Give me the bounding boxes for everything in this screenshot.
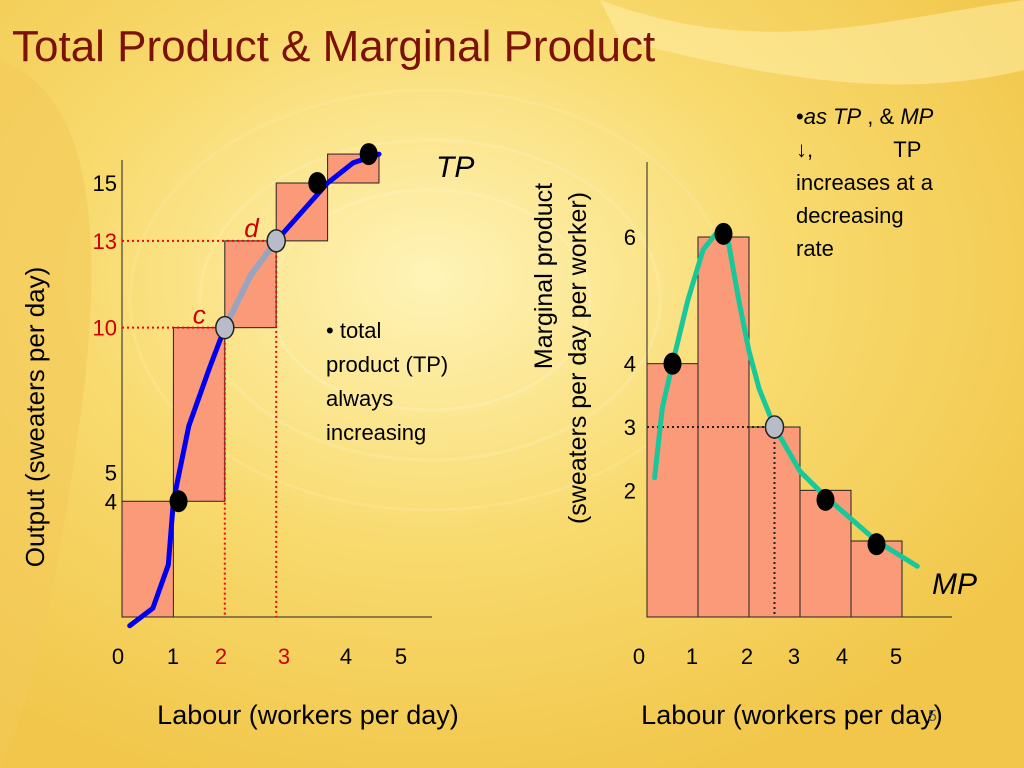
tp-note-bullet: • bbox=[326, 318, 334, 343]
tp-bar-1 bbox=[121, 500, 174, 618]
mp-point-3 bbox=[816, 488, 835, 511]
mp-y-label-line-1: Marginal product bbox=[530, 183, 558, 369]
mp-bar-1 bbox=[646, 363, 699, 618]
mp-note-mp: MP bbox=[900, 104, 934, 129]
mp-y-tick-2: 2 bbox=[624, 478, 636, 503]
mp-y-tick-6: 6 bbox=[624, 225, 636, 250]
tp-series-label: TP bbox=[436, 151, 474, 184]
mp-note-line-2: decreasing bbox=[796, 203, 904, 228]
mp-note: •as TP , & MP ↓, TP increases at a decre… bbox=[796, 100, 1006, 265]
mp-x-tick-3: 3 bbox=[788, 644, 800, 669]
mp-x-tick-0: 0 bbox=[633, 644, 645, 669]
mp-note-and: , & bbox=[867, 104, 895, 129]
tp-x-tick-5: 5 bbox=[395, 644, 407, 669]
mp-y-tick-3: 3 bbox=[624, 415, 636, 440]
mp-x-tick-2: 2 bbox=[741, 644, 753, 669]
mp-point-1 bbox=[663, 352, 682, 375]
slide-number: 5 bbox=[928, 708, 937, 725]
tp-x-label: Labour (workers per day) bbox=[157, 700, 459, 730]
mp-x-tick-1: 1 bbox=[686, 644, 698, 669]
slide-title: Total Product & Marginal Product bbox=[12, 22, 656, 71]
tp-note-line-4: increasing bbox=[326, 420, 427, 446]
mp-point-4 bbox=[867, 533, 886, 556]
tp-y-tick-5: 5 bbox=[105, 460, 117, 485]
tp-point-4 bbox=[308, 172, 327, 194]
tp-y-tick-10: 10 bbox=[93, 316, 117, 341]
tp-chart: c d TP 4 5 10 13 15 0 1 2 3 4 5 Labour (workers per da… bbox=[20, 143, 474, 730]
tp-point-label-c: c bbox=[193, 300, 206, 330]
tp-x-tick-0: 0 bbox=[112, 644, 124, 669]
mp-curve bbox=[652, 228, 920, 569]
tp-note: • total product (TP) always increasing bbox=[326, 314, 506, 450]
mp-note-line-3: rate bbox=[796, 236, 834, 261]
mp-point-highlight bbox=[764, 415, 785, 439]
tp-y-tick-15: 15 bbox=[93, 171, 117, 196]
tp-note-line-2: product (TP) bbox=[326, 352, 449, 378]
tp-point-1 bbox=[169, 490, 188, 513]
mp-note-bullet: • bbox=[796, 104, 804, 129]
mp-x-label: Labour (workers per day) bbox=[641, 700, 943, 730]
tp-point-label-d: d bbox=[244, 213, 260, 243]
mp-note-as-tp: as TP bbox=[803, 104, 862, 129]
tp-note-line-3: always bbox=[326, 386, 394, 412]
mp-y-tick-4: 4 bbox=[624, 352, 636, 377]
tp-y-label: Output (sweaters per day) bbox=[20, 267, 50, 568]
tp-x-tick-4: 4 bbox=[340, 644, 352, 669]
tp-x-tick-2: 2 bbox=[215, 644, 227, 669]
mp-note-line-1: increases at a bbox=[796, 170, 933, 195]
tp-note-line-1: total bbox=[339, 318, 382, 343]
tp-point-d bbox=[266, 229, 286, 253]
mp-series-label: MP bbox=[932, 568, 977, 601]
tp-point-5 bbox=[359, 143, 378, 166]
mp-note-tp: TP bbox=[893, 137, 922, 162]
tp-y-tick-4: 4 bbox=[105, 489, 117, 514]
mp-point-2 bbox=[714, 222, 733, 245]
mp-y-label-line-2: (sweaters per day per worker) bbox=[564, 192, 592, 524]
tp-x-tick-1: 1 bbox=[167, 644, 179, 669]
tp-point-c bbox=[215, 315, 235, 340]
tp-y-tick-13: 13 bbox=[93, 229, 117, 254]
mp-note-arrow: ↓, bbox=[796, 137, 814, 162]
tp-x-tick-3: 3 bbox=[278, 644, 290, 669]
tp-curve-segment-cd bbox=[221, 237, 280, 331]
mp-x-tick-5: 5 bbox=[890, 644, 902, 669]
mp-x-tick-4: 4 bbox=[836, 644, 848, 669]
